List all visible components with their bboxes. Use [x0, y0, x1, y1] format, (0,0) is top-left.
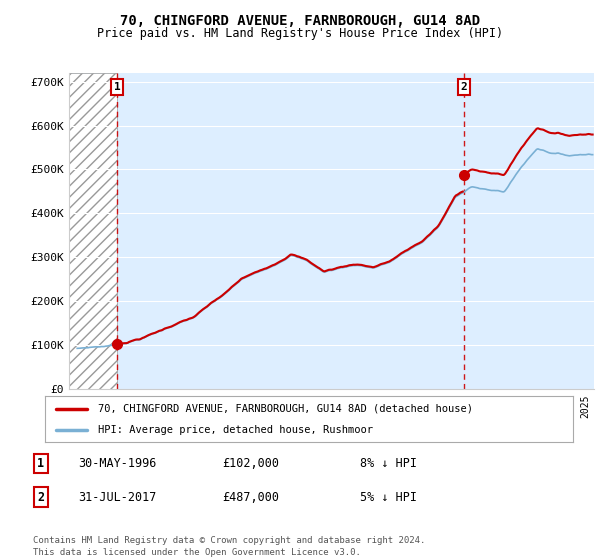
Bar [69, 73, 117, 389]
Text: £102,000: £102,000 [222, 457, 279, 470]
Text: £487,000: £487,000 [222, 491, 279, 504]
Text: 1: 1 [113, 82, 120, 92]
Text: Price paid vs. HM Land Registry's House Price Index (HPI): Price paid vs. HM Land Registry's House … [97, 27, 503, 40]
Text: 30-MAY-1996: 30-MAY-1996 [78, 457, 157, 470]
Text: Contains HM Land Registry data © Crown copyright and database right 2024.
This d: Contains HM Land Registry data © Crown c… [33, 536, 425, 557]
Text: 1: 1 [37, 457, 44, 470]
Text: HPI: Average price, detached house, Rushmoor: HPI: Average price, detached house, Rush… [98, 425, 373, 435]
Text: 70, CHINGFORD AVENUE, FARNBOROUGH, GU14 8AD (detached house): 70, CHINGFORD AVENUE, FARNBOROUGH, GU14 … [98, 404, 473, 414]
Text: 31-JUL-2017: 31-JUL-2017 [78, 491, 157, 504]
Text: 5% ↓ HPI: 5% ↓ HPI [360, 491, 417, 504]
Text: 70, CHINGFORD AVENUE, FARNBOROUGH, GU14 8AD: 70, CHINGFORD AVENUE, FARNBOROUGH, GU14 … [120, 14, 480, 28]
Text: 8% ↓ HPI: 8% ↓ HPI [360, 457, 417, 470]
Text: 2: 2 [461, 82, 467, 92]
Text: 2: 2 [37, 491, 44, 504]
